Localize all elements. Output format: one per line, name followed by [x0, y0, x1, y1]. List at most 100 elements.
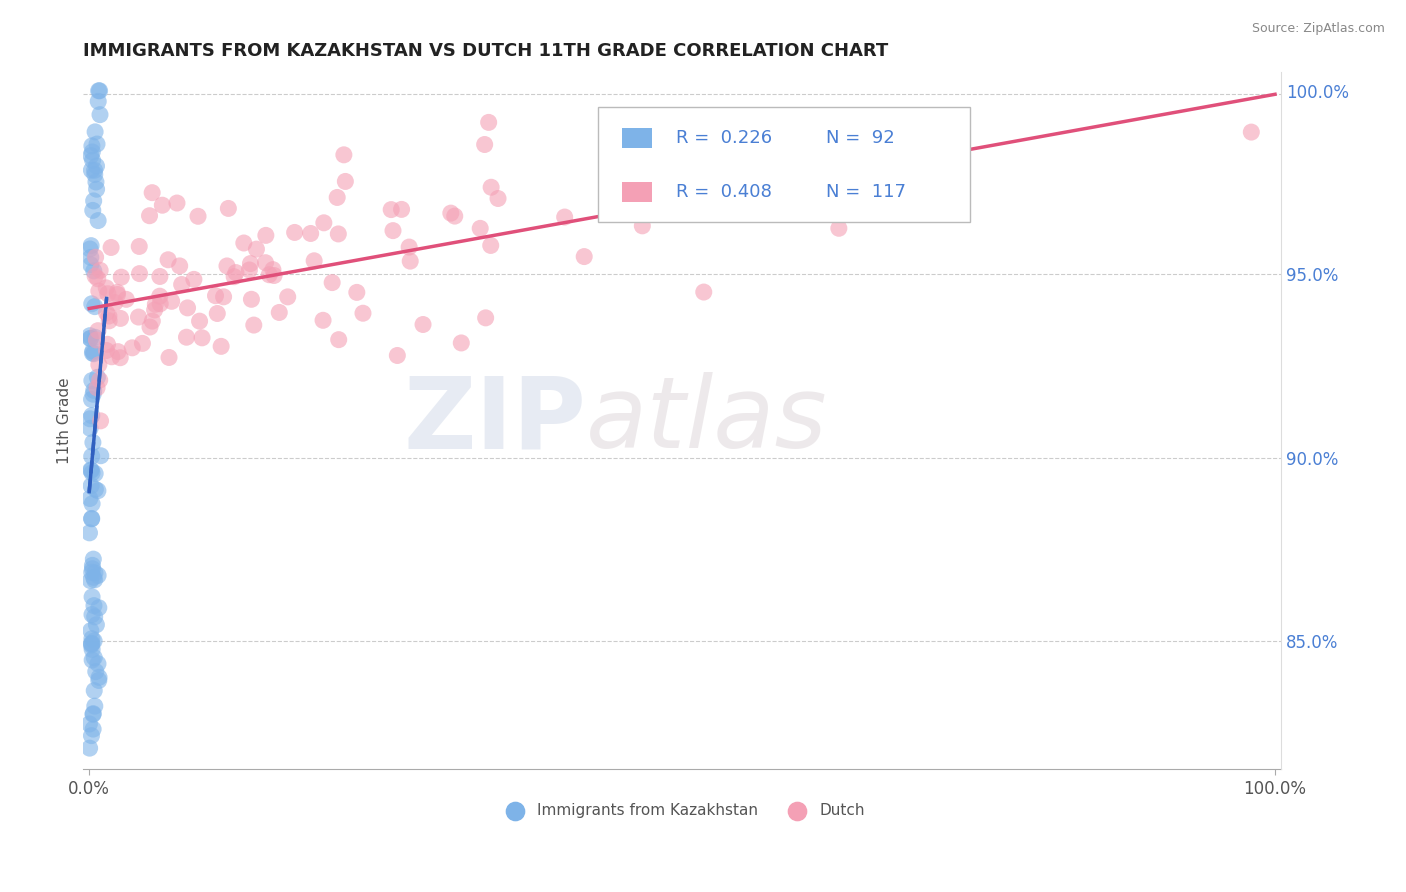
Point [87, 673, 110, 688]
Point [478, 115, 501, 129]
Point [87, 600, 110, 615]
Point [89, 84, 111, 98]
Point [80, 466, 103, 480]
Point [828, 221, 851, 235]
Point [80, 409, 103, 423]
Point [143, 297, 166, 311]
Point [326, 190, 349, 204]
Point [80, 624, 103, 638]
Point [84, 175, 107, 189]
Point [86, 333, 108, 347]
Point [391, 202, 413, 217]
Point [86, 136, 108, 151]
Point [86, 617, 108, 632]
Point [98, 314, 121, 328]
Point [121, 341, 143, 355]
Point [79, 717, 101, 731]
Point [80, 479, 103, 493]
Point [157, 252, 180, 267]
Point [176, 330, 198, 344]
Point [474, 137, 496, 152]
Point [89, 108, 111, 122]
Point [80, 497, 103, 511]
Point [80, 251, 103, 265]
Point [96, 306, 118, 320]
Point [149, 297, 172, 311]
Point [87, 358, 110, 372]
Point [86, 381, 108, 395]
Point [79, 328, 101, 343]
Point [225, 266, 247, 280]
Point [79, 525, 101, 540]
Point [79, 741, 101, 756]
Point [212, 290, 235, 304]
Point [128, 310, 150, 324]
Point [87, 657, 110, 671]
Point [86, 370, 108, 384]
Point [82, 346, 104, 360]
Point [80, 463, 103, 477]
Point [574, 250, 596, 264]
Point [269, 305, 291, 319]
Point [84, 665, 107, 679]
Point [96, 343, 118, 358]
Point [83, 163, 105, 178]
Point [80, 374, 103, 388]
Point [79, 574, 101, 588]
Text: atlas: atlas [586, 372, 828, 469]
Point [86, 182, 108, 196]
Point [87, 670, 110, 684]
Point [141, 314, 163, 328]
Point [84, 483, 107, 497]
Point [606, 175, 628, 189]
Text: N =  117: N = 117 [825, 183, 905, 201]
Point [107, 287, 129, 301]
Point [87, 483, 110, 498]
Point [83, 683, 105, 698]
Point [382, 224, 405, 238]
Point [169, 259, 191, 273]
Point [380, 202, 402, 217]
Point [243, 318, 266, 332]
Point [82, 562, 104, 576]
Point [87, 84, 110, 98]
Point [239, 256, 262, 270]
Point [217, 202, 239, 216]
Point [240, 293, 263, 307]
Point [104, 295, 127, 310]
Point [90, 449, 112, 463]
Point [80, 511, 103, 525]
Point [82, 145, 104, 159]
Point [328, 333, 350, 347]
Point [352, 306, 374, 320]
Point [131, 336, 153, 351]
Point [128, 239, 150, 253]
Point [138, 209, 160, 223]
Point [107, 344, 129, 359]
Point [89, 373, 111, 387]
Point [204, 289, 226, 303]
Point [1240, 125, 1263, 139]
Point [80, 258, 103, 272]
Point [86, 159, 108, 173]
Point [176, 301, 198, 315]
Point [479, 238, 502, 252]
Point [84, 269, 107, 284]
Point [87, 568, 110, 582]
Bar [623, 128, 652, 147]
Point [82, 707, 104, 722]
Point [80, 512, 103, 526]
Point [87, 324, 110, 338]
Point [312, 313, 335, 327]
Point [80, 163, 103, 178]
Point [80, 450, 103, 464]
Point [387, 349, 409, 363]
Text: R =  0.408: R = 0.408 [676, 183, 772, 201]
Point [399, 254, 422, 268]
Point [412, 318, 434, 332]
Point [80, 607, 103, 622]
Point [139, 320, 162, 334]
Point [96, 337, 118, 351]
Point [82, 552, 104, 566]
Point [84, 250, 107, 264]
